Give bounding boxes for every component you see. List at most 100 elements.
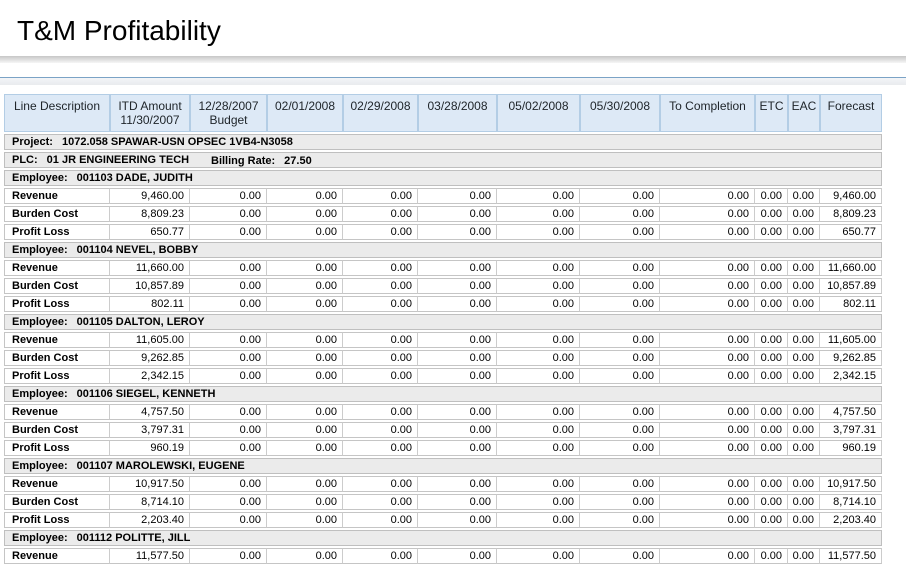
value-cell-0: 2,203.40 — [110, 512, 190, 528]
employee-label: Employee: — [12, 388, 68, 400]
value-cell-6: 0.00 — [580, 440, 660, 456]
plc-label: PLC: — [12, 154, 38, 166]
value-cell-10: 802.11 — [820, 296, 882, 312]
value-cell-1: 0.00 — [190, 332, 267, 348]
value-cell-10: 2,342.15 — [820, 368, 882, 384]
value-cell-3: 0.00 — [343, 188, 418, 204]
value-cell-4: 0.00 — [418, 422, 497, 438]
column-header-line: 02/01/2008 — [274, 99, 336, 113]
column-header-line: To Completion — [669, 99, 746, 113]
page-title: T&M Profitability — [17, 15, 221, 46]
value-cell-0: 11,660.00 — [110, 260, 190, 276]
value-cell-6: 0.00 — [580, 476, 660, 492]
value-cell-10: 10,857.89 — [820, 278, 882, 294]
employee-row-cell: Employee: 001104 NEVEL, BOBBY — [4, 242, 882, 258]
data-row: Burden Cost 3,797.31 0.00 0.00 0.00 0.00 0.00 0… — [4, 422, 882, 438]
value-cell-0: 960.19 — [110, 440, 190, 456]
value-cell-2: 0.00 — [267, 332, 343, 348]
value-cell-10: 8,809.23 — [820, 206, 882, 222]
value-cell-9: 0.00 — [788, 494, 820, 510]
report-header: Line Description ITD Amount 11/30/2007 12/2… — [4, 94, 882, 132]
value-cell-2: 0.00 — [267, 494, 343, 510]
line-description-cell: Profit Loss — [4, 512, 110, 528]
value-cell-0: 9,460.00 — [110, 188, 190, 204]
employee-label: Employee: — [12, 460, 68, 472]
value-cell-1: 0.00 — [190, 260, 267, 276]
value-cell-3: 0.00 — [343, 548, 418, 564]
value-cell-0: 11,605.00 — [110, 332, 190, 348]
value-cell-4: 0.00 — [418, 260, 497, 276]
data-row: Profit Loss 2,203.40 0.00 0.00 0.00 0.00 0.00 0… — [4, 512, 882, 528]
data-row: Revenue 11,660.00 0.00 0.00 0.00 0.00 0.00 0.00… — [4, 260, 882, 276]
value-cell-8: 0.00 — [755, 440, 788, 456]
header-row: Line Description ITD Amount 11/30/2007 12/2… — [4, 94, 882, 132]
billing-rate-label: Billing Rate: — [211, 155, 276, 167]
column-header-7: 05/30/2008 — [580, 94, 660, 132]
value-cell-9: 0.00 — [788, 296, 820, 312]
value-cell-9: 0.00 — [788, 512, 820, 528]
value-cell-8: 0.00 — [755, 548, 788, 564]
column-header-line: Forecast — [827, 99, 875, 113]
value-cell-10: 11,660.00 — [820, 260, 882, 276]
column-header-line: ETC — [759, 99, 784, 113]
value-cell-8: 0.00 — [755, 278, 788, 294]
value-cell-7: 0.00 — [660, 206, 755, 222]
employee-label: Employee: — [12, 172, 68, 184]
column-header-2: 12/28/2007 Budget — [190, 94, 267, 132]
value-cell-10: 2,203.40 — [820, 512, 882, 528]
value-cell-1: 0.00 — [190, 206, 267, 222]
line-description-cell: Profit Loss — [4, 440, 110, 456]
line-description-cell: Revenue — [4, 404, 110, 420]
value-cell-2: 0.00 — [267, 422, 343, 438]
value-cell-9: 0.00 — [788, 224, 820, 240]
value-cell-4: 0.00 — [418, 548, 497, 564]
report-area: Line Description ITD Amount 11/30/2007 12/2… — [4, 92, 882, 566]
value-cell-5: 0.00 — [497, 422, 580, 438]
value-cell-5: 0.00 — [497, 476, 580, 492]
value-cell-9: 0.00 — [788, 206, 820, 222]
value-cell-6: 0.00 — [580, 296, 660, 312]
column-header-1: ITD Amount 11/30/2007 — [110, 94, 190, 132]
plc-value: 01 JR ENGINEERING TECH — [46, 154, 190, 166]
value-cell-1: 0.00 — [190, 422, 267, 438]
column-header-6: 05/02/2008 — [497, 94, 580, 132]
value-cell-10: 9,460.00 — [820, 188, 882, 204]
plc-row: PLC: 01 JR ENGINEERING TECH Billing Rate: 2… — [4, 152, 882, 168]
value-cell-0: 10,857.89 — [110, 278, 190, 294]
value-cell-5: 0.00 — [497, 404, 580, 420]
column-header-0: Line Description — [4, 94, 110, 132]
value-cell-7: 0.00 — [660, 548, 755, 564]
value-cell-4: 0.00 — [418, 476, 497, 492]
employee-row: Employee: 001104 NEVEL, BOBBY — [4, 242, 882, 258]
value-cell-2: 0.00 — [267, 548, 343, 564]
employee-value: 001105 DALTON, LEROY — [76, 316, 205, 328]
employee-value: 001107 MAROLEWSKI, EUGENE — [76, 460, 245, 472]
value-cell-3: 0.00 — [343, 260, 418, 276]
value-cell-2: 0.00 — [267, 278, 343, 294]
line-description-cell: Revenue — [4, 260, 110, 276]
value-cell-7: 0.00 — [660, 188, 755, 204]
value-cell-8: 0.00 — [755, 260, 788, 276]
value-cell-4: 0.00 — [418, 296, 497, 312]
value-cell-8: 0.00 — [755, 188, 788, 204]
line-description-cell: Profit Loss — [4, 224, 110, 240]
value-cell-1: 0.00 — [190, 404, 267, 420]
value-cell-10: 9,262.85 — [820, 350, 882, 366]
value-cell-2: 0.00 — [267, 512, 343, 528]
employee-row: Employee: 001103 DADE, JUDITH — [4, 170, 882, 186]
value-cell-9: 0.00 — [788, 476, 820, 492]
employee-row: Employee: 001106 SIEGEL, KENNETH — [4, 386, 882, 402]
line-description-cell: Revenue — [4, 476, 110, 492]
value-cell-7: 0.00 — [660, 332, 755, 348]
value-cell-9: 0.00 — [788, 368, 820, 384]
line-description-cell: Profit Loss — [4, 368, 110, 384]
data-row: Revenue 10,917.50 0.00 0.00 0.00 0.00 0.00 0.00… — [4, 476, 882, 492]
value-cell-1: 0.00 — [190, 224, 267, 240]
value-cell-6: 0.00 — [580, 404, 660, 420]
value-cell-7: 0.00 — [660, 278, 755, 294]
value-cell-9: 0.00 — [788, 422, 820, 438]
data-row: Revenue 11,605.00 0.00 0.00 0.00 0.00 0.00 0.00… — [4, 332, 882, 348]
value-cell-2: 0.00 — [267, 476, 343, 492]
value-cell-4: 0.00 — [418, 278, 497, 294]
value-cell-5: 0.00 — [497, 278, 580, 294]
